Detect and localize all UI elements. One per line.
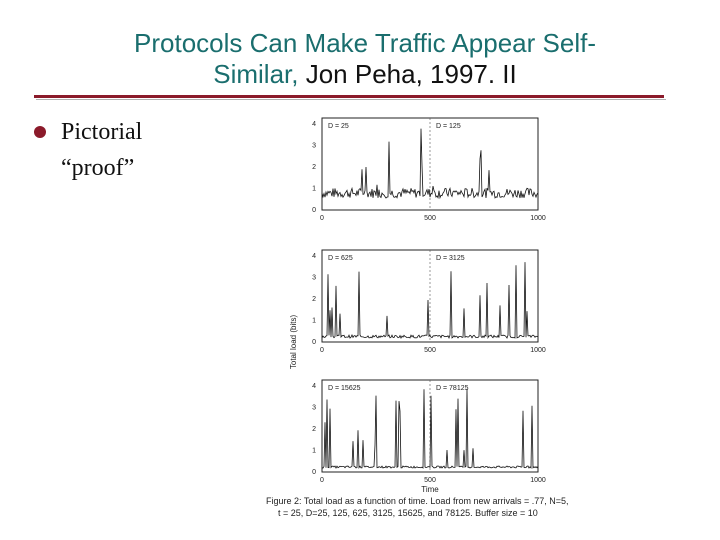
panel-y-tick: 0 <box>312 339 316 346</box>
title-colored-word: Similar, <box>213 59 299 89</box>
panel-x-tick: 0 <box>320 477 324 484</box>
traffic-figure-svg: Total load (bits) Time Figure 2: Total l… <box>266 117 569 518</box>
panel-y-tick: 4 <box>312 121 316 128</box>
panel-x-tick: 1000 <box>530 215 546 222</box>
figure-x-axis-label: Time <box>421 485 439 494</box>
panel-x-tick: 500 <box>424 347 436 354</box>
panel-y-tick: 0 <box>312 469 316 476</box>
load-trace <box>321 128 539 200</box>
figure-y-axis-label: Total load (bits) <box>289 315 298 370</box>
panel-y-tick: 3 <box>312 405 316 412</box>
figure-caption-line-1: Figure 2: Total load as a function of ti… <box>266 496 569 506</box>
panel-x-tick: 0 <box>320 347 324 354</box>
title-author-year: Jon Peha, 1997. II <box>298 59 517 89</box>
panel-y-tick: 3 <box>312 143 316 150</box>
panel-x-tick: 0 <box>320 215 324 222</box>
bullet-dot-icon <box>34 126 46 138</box>
panel-y-tick: 1 <box>312 448 316 455</box>
panel-x-tick: 500 <box>424 215 436 222</box>
panel-label-right: D = 125 <box>436 123 461 130</box>
panel-label-left: D = 625 <box>328 255 353 262</box>
bullet-text-line-1: Pictorial <box>61 119 143 145</box>
title-line-1: Protocols Can Make Traffic Appear Self- <box>134 28 596 58</box>
panel-x-tick: 1000 <box>530 347 546 354</box>
figure-caption-line-2: t = 25, D=25, 125, 625, 3125, 15625, and… <box>278 508 538 518</box>
panel-y-tick: 2 <box>312 296 316 303</box>
panel-label-right: D = 3125 <box>436 255 465 262</box>
panel-label-left: D = 25 <box>328 123 349 130</box>
load-trace <box>321 262 539 340</box>
panel-x-tick: 500 <box>424 477 436 484</box>
title-divider-shadow <box>36 99 666 100</box>
panel-y-tick: 1 <box>312 186 316 193</box>
traffic-figure: Total load (bits) Time Figure 2: Total l… <box>260 112 680 522</box>
bullet-text-line-2: “proof” <box>61 155 135 181</box>
panel-y-tick: 4 <box>312 383 316 390</box>
panel-y-tick: 3 <box>312 275 316 282</box>
panel-y-tick: 0 <box>312 207 316 214</box>
slide-title: Protocols Can Make Traffic Appear Self- … <box>20 28 710 90</box>
panel-x-tick: 1000 <box>530 477 546 484</box>
panel-label-left: D = 15625 <box>328 385 361 392</box>
panel-label-right: D = 78125 <box>436 385 469 392</box>
load-trace <box>321 388 539 470</box>
panel-y-tick: 4 <box>312 253 316 260</box>
title-line-2: Similar, Jon Peha, 1997. II <box>20 59 710 90</box>
title-divider <box>34 95 664 98</box>
panel-y-tick: 1 <box>312 318 316 325</box>
panel-y-tick: 2 <box>312 426 316 433</box>
panel-y-tick: 2 <box>312 164 316 171</box>
